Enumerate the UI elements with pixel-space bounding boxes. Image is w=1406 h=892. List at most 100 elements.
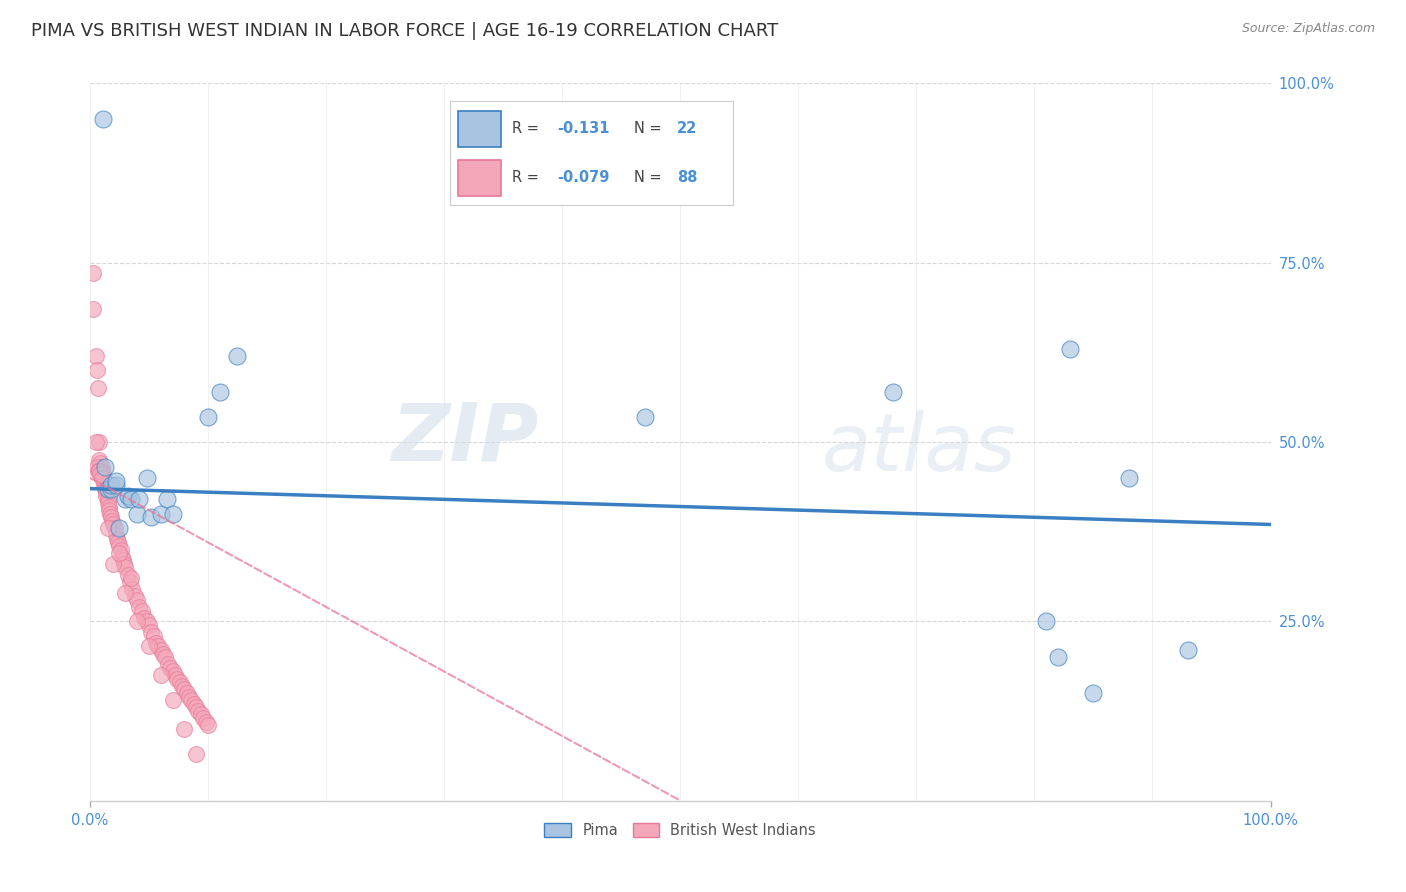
Point [148, 640, 170, 654]
Point [114, 560, 136, 574]
Point [177, 690, 200, 704]
Point [162, 665, 184, 679]
Point [90, 464, 112, 478]
Point [94, 478, 117, 492]
Point [208, 384, 231, 399]
Point [91, 467, 114, 482]
Point [162, 693, 184, 707]
Point [173, 722, 195, 736]
Point [124, 589, 146, 603]
Point [159, 661, 181, 675]
Point [104, 478, 127, 492]
Point [107, 535, 129, 549]
Point [135, 614, 157, 628]
Point [193, 711, 215, 725]
Point [114, 492, 136, 507]
Point [197, 718, 219, 732]
Point [135, 471, 157, 485]
Point [141, 510, 163, 524]
Point [103, 517, 125, 532]
Point [108, 546, 131, 560]
Point [86, 460, 108, 475]
Point [1118, 471, 1140, 485]
Point [89, 464, 111, 478]
Point [87, 381, 110, 395]
Point [120, 492, 142, 507]
Point [89, 467, 111, 482]
Point [93, 478, 115, 492]
Point [184, 700, 207, 714]
Point [184, 747, 207, 761]
Point [162, 507, 184, 521]
Point [82, 267, 104, 281]
Point [104, 528, 127, 542]
Point [104, 475, 127, 489]
Text: atlas: atlas [823, 410, 1017, 488]
Point [89, 453, 111, 467]
Point [97, 496, 120, 510]
Point [97, 492, 120, 507]
Point [97, 503, 120, 517]
Point [84, 349, 107, 363]
Point [176, 686, 198, 700]
Point [97, 500, 120, 514]
Point [112, 557, 135, 571]
Point [104, 521, 127, 535]
Point [101, 514, 124, 528]
Point [110, 542, 132, 557]
Point [93, 475, 115, 489]
Point [145, 636, 167, 650]
Point [173, 682, 195, 697]
Point [1047, 650, 1070, 665]
Point [1083, 686, 1105, 700]
Point [96, 489, 118, 503]
Point [97, 521, 120, 535]
Point [100, 510, 122, 524]
Point [166, 672, 188, 686]
Point [121, 582, 143, 596]
Point [94, 460, 117, 475]
Point [96, 485, 118, 500]
Point [882, 384, 904, 399]
Point [155, 650, 177, 665]
Point [100, 482, 122, 496]
Point [89, 435, 111, 450]
Point [108, 539, 131, 553]
Point [156, 657, 179, 672]
Point [108, 521, 131, 535]
Point [114, 585, 136, 599]
Point [1035, 614, 1057, 628]
Point [155, 492, 177, 507]
Point [128, 492, 150, 507]
Point [142, 629, 165, 643]
Point [197, 409, 219, 424]
Point [180, 693, 202, 707]
Point [187, 704, 209, 718]
Legend: Pima, British West Indians: Pima, British West Indians [538, 817, 823, 844]
Point [89, 457, 111, 471]
Point [149, 643, 172, 657]
Text: PIMA VS BRITISH WEST INDIAN IN LABOR FORCE | AGE 16-19 CORRELATION CHART: PIMA VS BRITISH WEST INDIAN IN LABOR FOR… [31, 22, 778, 40]
Point [128, 599, 150, 614]
Point [163, 668, 186, 682]
Point [127, 614, 149, 628]
Point [152, 647, 174, 661]
Point [141, 625, 163, 640]
Point [82, 302, 104, 317]
Point [194, 714, 217, 729]
Point [131, 603, 153, 617]
Point [183, 697, 205, 711]
Point [169, 675, 191, 690]
Point [634, 409, 657, 424]
Point [120, 571, 142, 585]
Text: Source: ZipAtlas.com: Source: ZipAtlas.com [1241, 22, 1375, 36]
Point [94, 482, 117, 496]
Point [170, 679, 193, 693]
Point [91, 112, 114, 127]
Point [90, 471, 112, 485]
Point [127, 507, 149, 521]
Text: ZIP: ZIP [391, 400, 538, 477]
Point [105, 532, 128, 546]
Point [134, 610, 156, 624]
Point [111, 549, 134, 564]
